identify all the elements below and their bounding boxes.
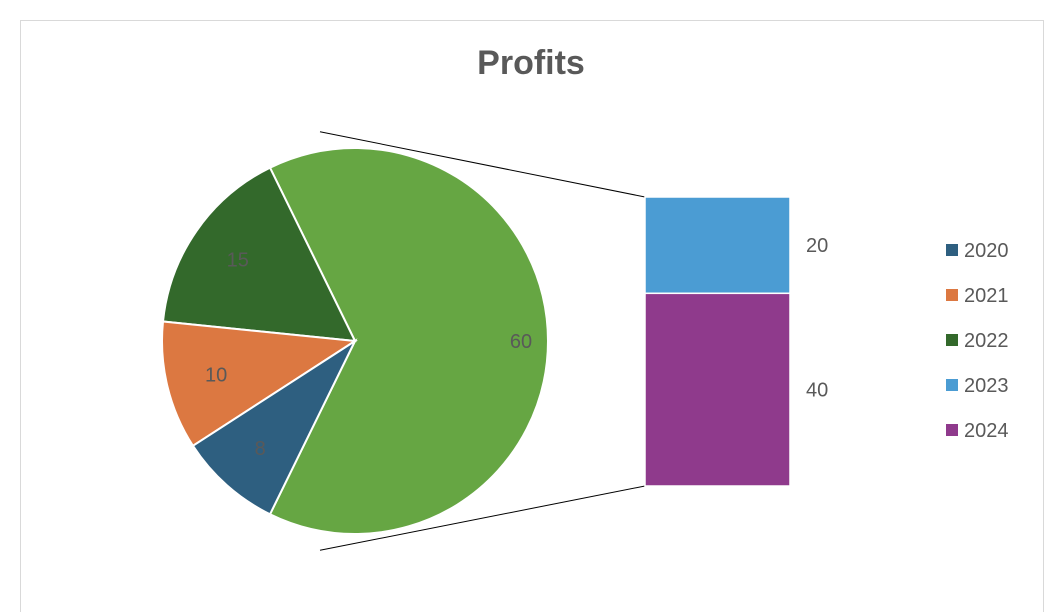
data-label-2020: 8	[255, 438, 266, 460]
pie-slice-2020	[191, 338, 358, 516]
pie-slice-2021	[161, 320, 358, 448]
data-labels: 60 15 10 8 20 40	[205, 235, 828, 460]
legend-swatch-2023	[946, 379, 958, 391]
legend-swatch-2021	[946, 289, 958, 301]
connector-lines	[319, 131, 646, 551]
legend-label-2022: 2022	[964, 330, 1009, 352]
legend-swatch-2022	[946, 334, 958, 346]
legend-label-2024: 2024	[964, 420, 1009, 442]
bar-segment-2024	[644, 292, 791, 487]
legend: 2020 2021 2022 2023 2024	[946, 240, 1009, 442]
legend-label-2023: 2023	[964, 375, 1009, 397]
legend-item-2020: 2020	[946, 240, 1009, 262]
legend-swatch-2020	[946, 244, 958, 256]
legend-label-2021: 2021	[964, 285, 1009, 307]
legend-item-2023: 2023	[946, 375, 1009, 397]
data-label-2023: 20	[806, 235, 828, 257]
connector-line-bottom	[319, 485, 646, 551]
chart-area	[20, 20, 1044, 612]
bar-segment-2023	[644, 196, 791, 295]
legend-item-2021: 2021	[946, 285, 1009, 307]
pie-slice-2022	[161, 166, 357, 343]
chart-title: Profits	[477, 44, 585, 82]
data-label-2024: 40	[806, 380, 828, 402]
data-label-2022: 15	[227, 249, 249, 271]
legend-item-2022: 2022	[946, 330, 1009, 352]
connector-line-top	[319, 131, 646, 198]
legend-label-2020: 2020	[964, 240, 1009, 262]
data-label-other: 60	[510, 331, 532, 353]
legend-item-2024: 2024	[946, 420, 1009, 442]
pie-slice-other	[268, 147, 550, 535]
data-label-2021: 10	[205, 364, 227, 386]
pie	[161, 147, 550, 535]
secondary-bar	[644, 196, 791, 487]
legend-swatch-2024	[946, 424, 958, 436]
